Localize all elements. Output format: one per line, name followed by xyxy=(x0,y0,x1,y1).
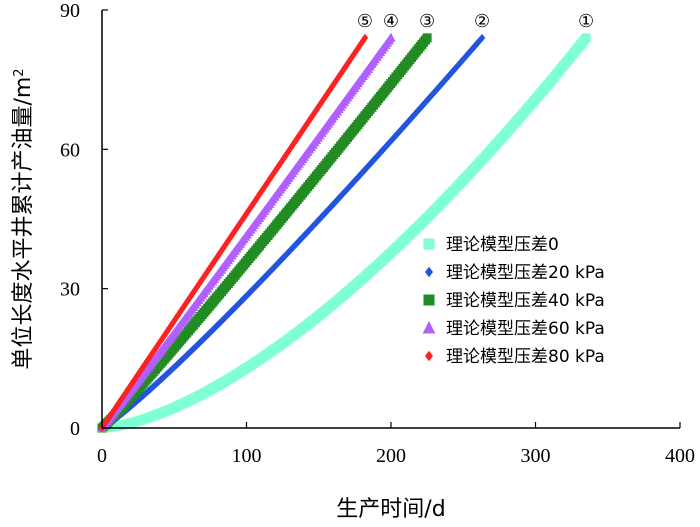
data-point xyxy=(299,126,306,135)
x-tick-label: 100 xyxy=(232,445,262,467)
legend-label: 理论模型压差0 xyxy=(446,235,559,255)
data-point xyxy=(183,298,190,307)
legend-marker xyxy=(423,238,435,250)
data-point xyxy=(123,387,130,397)
data-point xyxy=(150,346,158,356)
legend-label: 理论模型压差80 kPa xyxy=(446,347,605,367)
legend-label: 理论模型压差20 kPa xyxy=(446,263,605,283)
data-point xyxy=(119,393,126,402)
legend-marker xyxy=(423,294,435,306)
data-point xyxy=(157,336,165,345)
data-point xyxy=(143,357,151,366)
data-point xyxy=(245,205,253,214)
data-point xyxy=(226,233,234,243)
data-point xyxy=(176,308,184,317)
series-5 xyxy=(98,33,369,433)
data-point xyxy=(129,377,137,386)
data-point xyxy=(110,405,118,415)
data-point xyxy=(169,318,177,327)
data-point xyxy=(188,290,196,299)
data-point xyxy=(477,35,484,45)
data-point xyxy=(358,38,365,48)
legend-label: 理论模型压差60 kPa xyxy=(446,319,605,339)
x-ticks: 0 100 200 300 400 xyxy=(97,422,695,467)
x-axis-title: 生产时间/d xyxy=(336,497,445,522)
data-point xyxy=(131,375,139,384)
x-tick-label: 400 xyxy=(665,445,695,467)
series-2 xyxy=(98,33,486,433)
data-point xyxy=(117,395,125,404)
curve-tag: ① xyxy=(578,11,594,32)
data-point xyxy=(242,210,249,220)
data-point xyxy=(190,287,197,297)
data-point xyxy=(136,367,144,376)
legend-marker xyxy=(425,350,433,362)
data-point xyxy=(200,272,208,281)
curve-tag: ④ xyxy=(383,11,399,32)
data-point xyxy=(228,231,235,240)
data-point xyxy=(478,33,486,43)
curve-tag: ⑤ xyxy=(357,11,373,32)
data-point xyxy=(197,277,204,286)
data-point xyxy=(178,305,185,315)
legend-marker xyxy=(425,266,433,278)
x-tick-label: 0 xyxy=(97,445,107,467)
data-point xyxy=(103,416,111,425)
data-point xyxy=(244,208,251,217)
data-point xyxy=(145,354,152,363)
data-point xyxy=(356,41,363,50)
data-point xyxy=(342,61,350,71)
data-point xyxy=(386,32,396,42)
data-point xyxy=(112,403,120,412)
data-point xyxy=(209,259,216,268)
data-point xyxy=(164,326,171,335)
curve-tags: ① ② ③④⑤ xyxy=(357,11,594,32)
legend: 理论模型压差0 理论模型压差20 kPa 理论模型压差40 kPa 理论模型压差60 … xyxy=(422,235,605,367)
series-1 xyxy=(97,33,591,433)
data-point xyxy=(195,280,203,289)
legend-marker xyxy=(422,320,436,334)
data-point xyxy=(138,364,145,374)
plot-marks xyxy=(97,32,591,433)
data-point xyxy=(346,56,353,66)
data-point xyxy=(174,310,182,320)
data-point xyxy=(171,316,178,325)
data-point xyxy=(422,33,432,43)
data-point xyxy=(105,413,113,422)
y-ticks: 0 30 60 90 xyxy=(60,0,108,440)
data-point xyxy=(162,328,170,338)
y-tick-label: 60 xyxy=(60,139,80,161)
x-tick-label: 300 xyxy=(521,445,551,467)
curve-tag: ③ xyxy=(419,11,435,32)
x-tick-label: 200 xyxy=(376,445,406,467)
data-point xyxy=(148,349,156,358)
legend-label: 理论模型压差40 kPa xyxy=(446,291,605,311)
y-axis-title: 单位长度水平井累计产油量/m2 xyxy=(11,68,36,369)
data-point xyxy=(471,41,479,50)
data-point xyxy=(202,269,210,279)
y-tick-label: 30 xyxy=(60,279,80,301)
data-point xyxy=(473,39,481,49)
data-point xyxy=(360,36,367,45)
y-axis-title-superscript: 2 xyxy=(12,68,27,76)
data-point xyxy=(347,54,355,63)
data-point xyxy=(361,33,369,43)
data-point xyxy=(581,33,591,43)
y-axis-title-text: 单位长度水平井累计产油量/m xyxy=(11,77,36,370)
data-point xyxy=(124,385,132,394)
curve-tag: ② xyxy=(474,11,490,32)
y-tick-label: 0 xyxy=(70,418,80,440)
y-tick-label: 90 xyxy=(60,0,80,22)
